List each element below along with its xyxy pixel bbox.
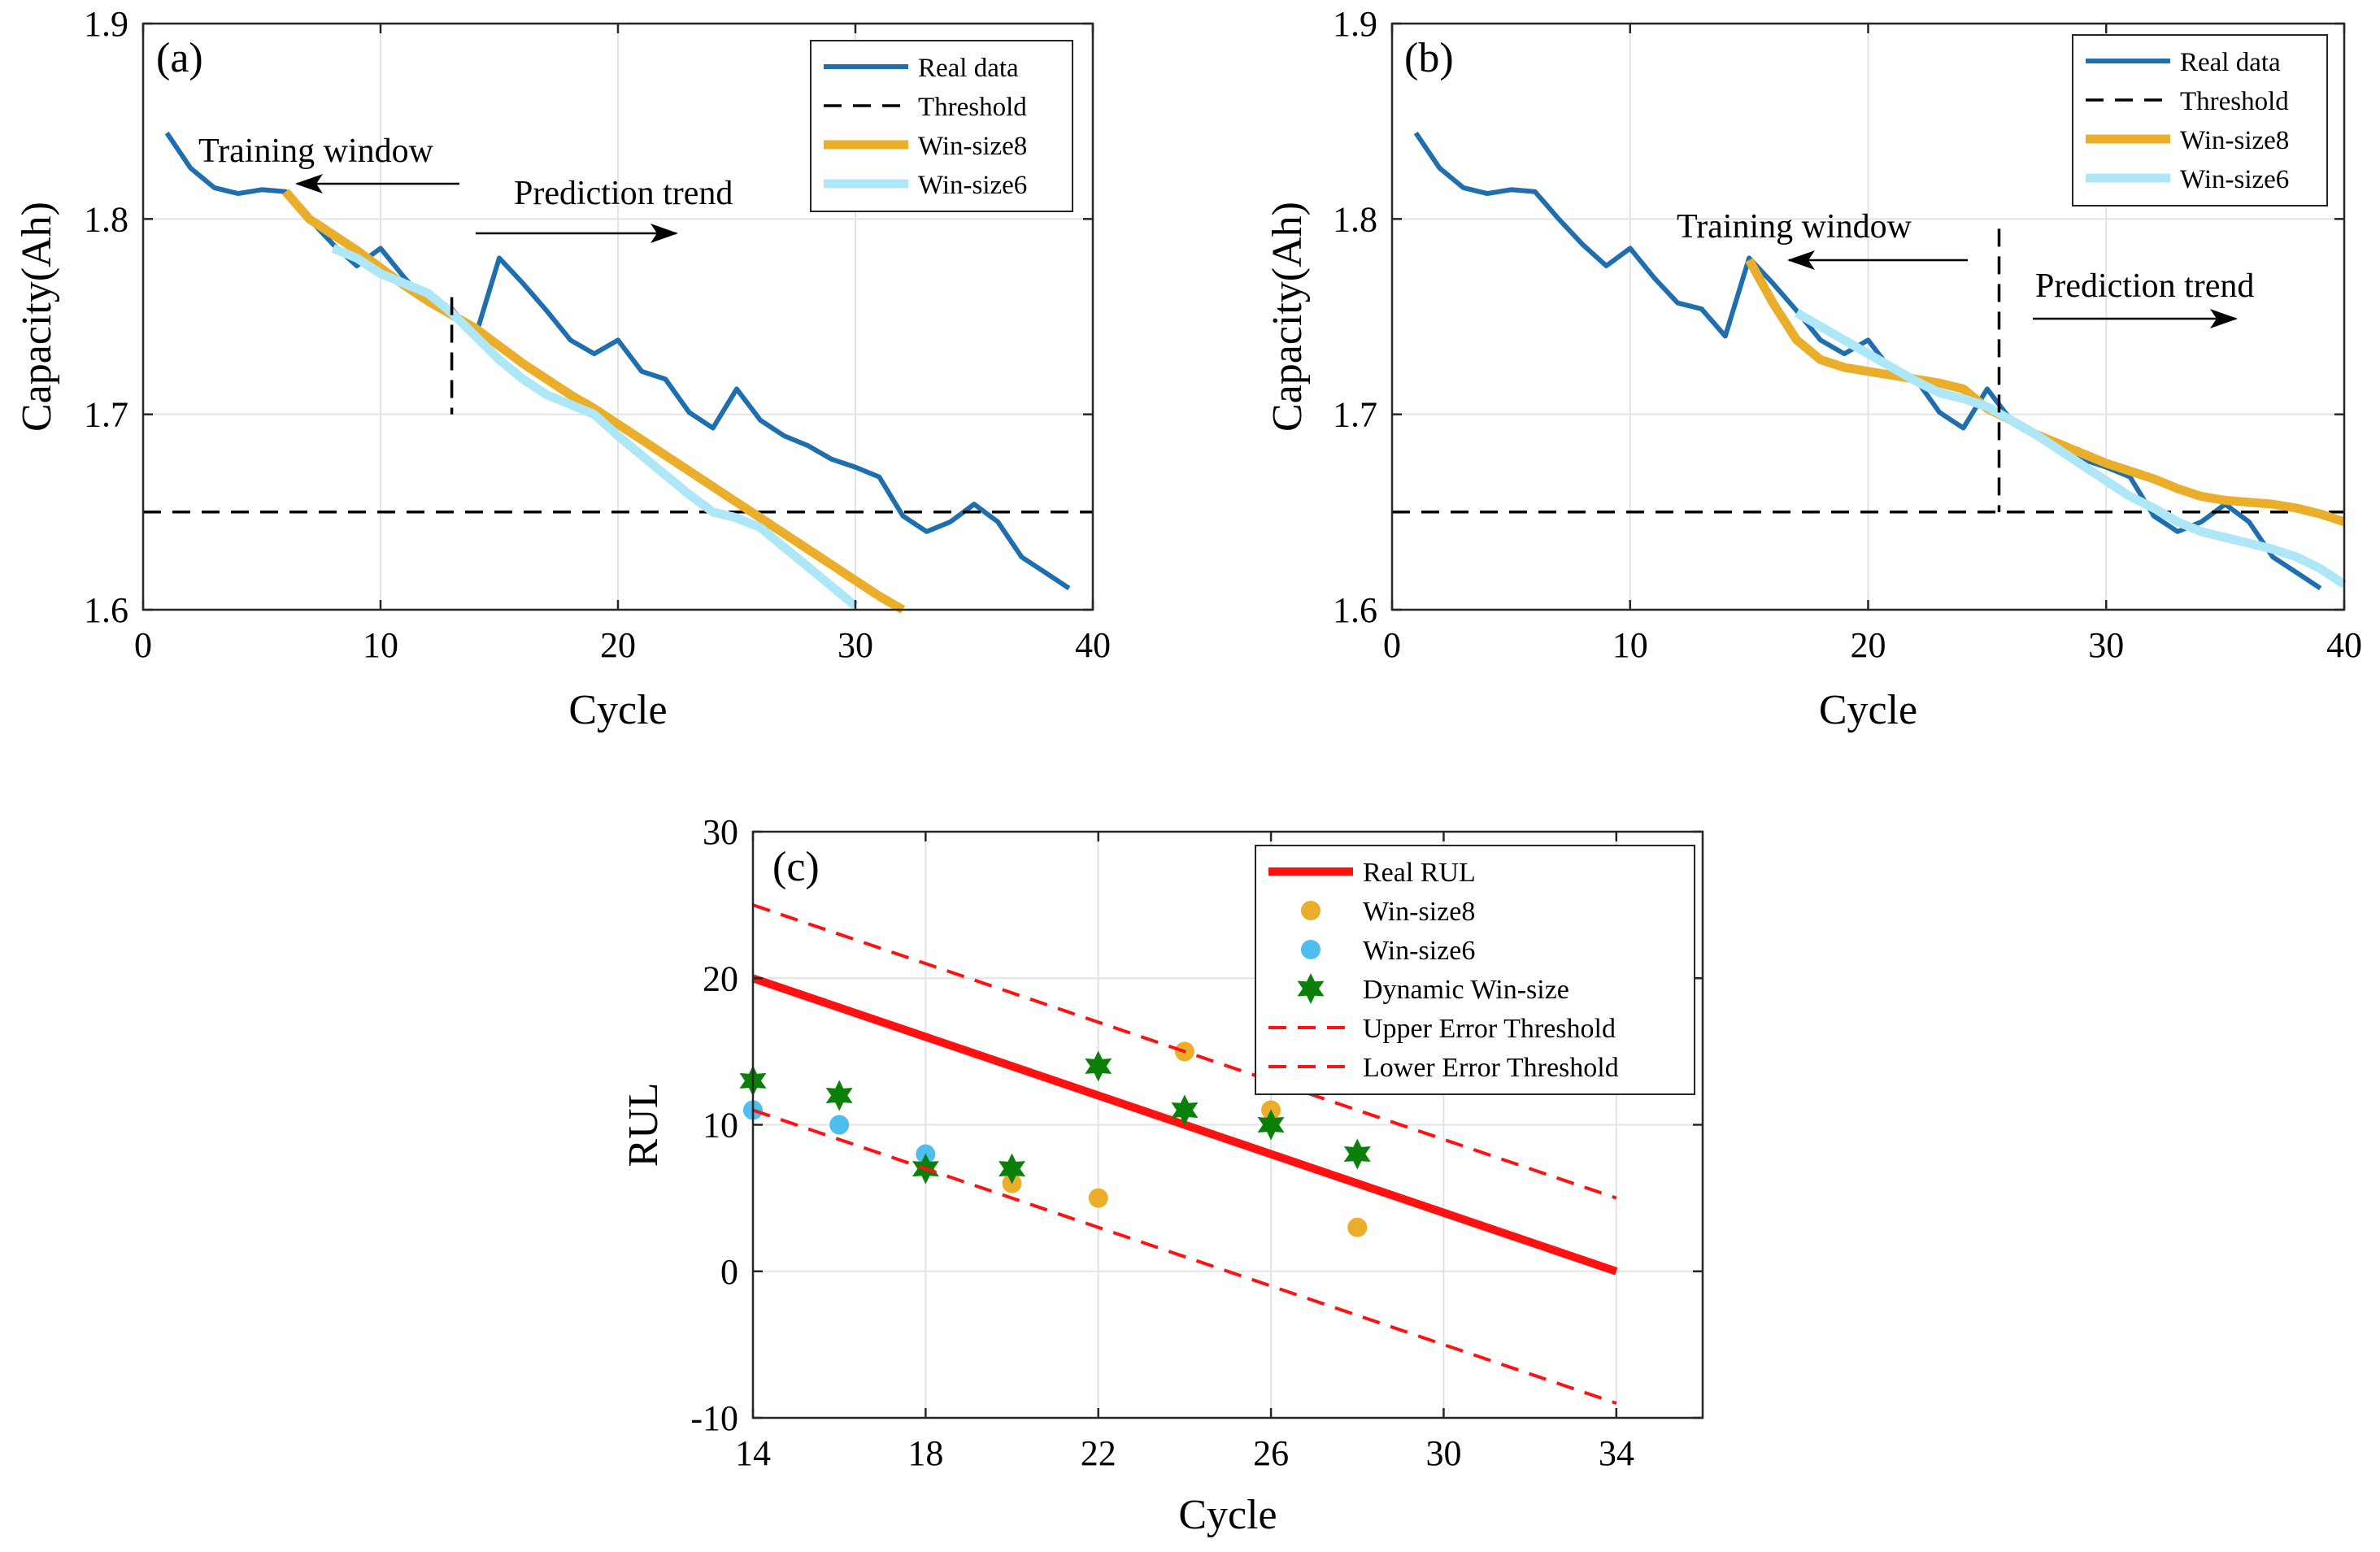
- training-arrow-head: [295, 174, 323, 193]
- x-tick-label: 18: [907, 1433, 943, 1473]
- legend-entry: Win-size6: [1363, 936, 1475, 966]
- y-tick-label: 1.9: [1333, 4, 1377, 44]
- x-tick-label: 30: [2088, 625, 2124, 665]
- x-axis-label: Cycle: [568, 687, 667, 733]
- legend-entry: Win-size6: [918, 171, 1027, 200]
- point-dynamic-win-size: [1171, 1094, 1199, 1126]
- legend-entry: Lower Error Threshold: [1363, 1053, 1619, 1083]
- x-axis-label: Cycle: [1178, 1492, 1277, 1538]
- y-tick-label: -10: [690, 1398, 738, 1438]
- y-axis-label: Capacity(Ah): [1264, 202, 1311, 432]
- y-axis-label: RUL: [620, 1083, 667, 1167]
- x-tick-label: 10: [363, 625, 398, 665]
- series-win-size6: [331, 244, 859, 610]
- legend: Real RUL Win-size8 Win-size6 Dynamic Win-si…: [1255, 845, 1695, 1095]
- y-axis-label: Capacity(Ah): [14, 202, 60, 432]
- y-tick-label: 20: [703, 959, 738, 998]
- point-dynamic-win-size: [825, 1080, 853, 1111]
- x-tick-label: 26: [1253, 1433, 1289, 1473]
- legend-entry: Win-size8: [2180, 126, 2289, 155]
- point-win-size8: [1088, 1188, 1108, 1208]
- training-arrow-head: [1787, 250, 1815, 270]
- legend-swatch: [1301, 901, 1321, 920]
- y-tick-label: 30: [703, 812, 738, 852]
- point-dynamic-win-size: [1257, 1109, 1285, 1141]
- x-tick-label: 30: [1425, 1433, 1461, 1473]
- training-window-label: Training window: [198, 133, 434, 170]
- x-tick-label: 10: [1612, 625, 1648, 665]
- chart-panel-b: Training window Prediction trend 0 10 20 30 40…: [1264, 4, 2362, 733]
- series-real-data: [1413, 131, 2322, 591]
- y-tick-label: 1.9: [84, 4, 128, 44]
- x-tick-label: 22: [1081, 1433, 1116, 1473]
- y-tick-label: 1.6: [1333, 590, 1377, 630]
- prediction-arrow-head: [650, 224, 678, 243]
- x-tick-label: 14: [735, 1433, 771, 1473]
- legend-entry: Real RUL: [1363, 858, 1476, 888]
- y-tick-label: 1.7: [84, 395, 128, 435]
- prediction-trend-label: Prediction trend: [514, 175, 733, 212]
- y-tick-label: 1.8: [1333, 199, 1377, 239]
- panel-label: (a): [156, 35, 203, 81]
- legend-entry: Threshold: [2180, 87, 2289, 116]
- point-win-size8: [1347, 1217, 1368, 1237]
- point-win-size6: [829, 1115, 850, 1135]
- chart-panel-a: Training window Prediction trend 0 10 20 30 40…: [14, 4, 1111, 733]
- series-upper-error-threshold: [752, 903, 1617, 1200]
- series-win-size6: [1794, 308, 2347, 589]
- x-axis-label: Cycle: [1819, 687, 1917, 733]
- series-lower-error-threshold: [752, 1108, 1617, 1405]
- y-tick-label: 0: [720, 1252, 738, 1292]
- x-tick-label: 20: [600, 625, 636, 665]
- point-dynamic-win-size: [1085, 1050, 1112, 1082]
- point-dynamic-win-size: [1343, 1138, 1371, 1170]
- legend-swatch: [1301, 940, 1321, 959]
- training-window-label: Training window: [1677, 208, 1912, 246]
- legend-entry: Upper Error Threshold: [1363, 1014, 1616, 1044]
- legend: Real data Threshold Win-size8 Win-size6: [2072, 34, 2328, 206]
- y-tick-label: 10: [703, 1106, 738, 1146]
- legend-entry: Real data: [2180, 48, 2281, 77]
- legend-entry: Win-size8: [918, 132, 1027, 161]
- x-tick-label: 40: [2326, 625, 2362, 665]
- x-tick-label: 20: [1851, 625, 1886, 665]
- prediction-arrow-head: [2210, 309, 2238, 328]
- x-tick-label: 40: [1075, 625, 1111, 665]
- x-tick-label: 0: [1383, 625, 1401, 665]
- legend-entry: Real data: [918, 54, 1019, 83]
- x-tick-label: 30: [838, 625, 873, 665]
- legend-entry: Threshold: [918, 93, 1027, 122]
- prediction-trend-label: Prediction trend: [2035, 267, 2254, 305]
- y-tick-label: 1.8: [84, 199, 128, 239]
- x-tick-label: 34: [1599, 1433, 1634, 1473]
- panel-label: (c): [772, 844, 820, 890]
- legend-entry: Dynamic Win-size: [1363, 975, 1569, 1005]
- x-tick-label: 0: [134, 625, 152, 665]
- chart-panel-c: 14 18 22 26 30 34 -10 0 10 20 30 Cycle RUL (c) Real RU…: [620, 812, 1704, 1538]
- legend-entry: Win-size8: [1363, 897, 1475, 927]
- legend: Real data Threshold Win-size8 Win-size6: [810, 40, 1073, 212]
- legend-box: [1255, 845, 1695, 1095]
- legend-entry: Win-size6: [2180, 165, 2289, 194]
- y-tick-label: 1.7: [1333, 395, 1377, 435]
- point-dynamic-win-size: [999, 1153, 1025, 1185]
- legend-swatch: [1297, 973, 1325, 1004]
- panel-label: (b): [1404, 35, 1454, 81]
- y-tick-label: 1.6: [84, 590, 128, 630]
